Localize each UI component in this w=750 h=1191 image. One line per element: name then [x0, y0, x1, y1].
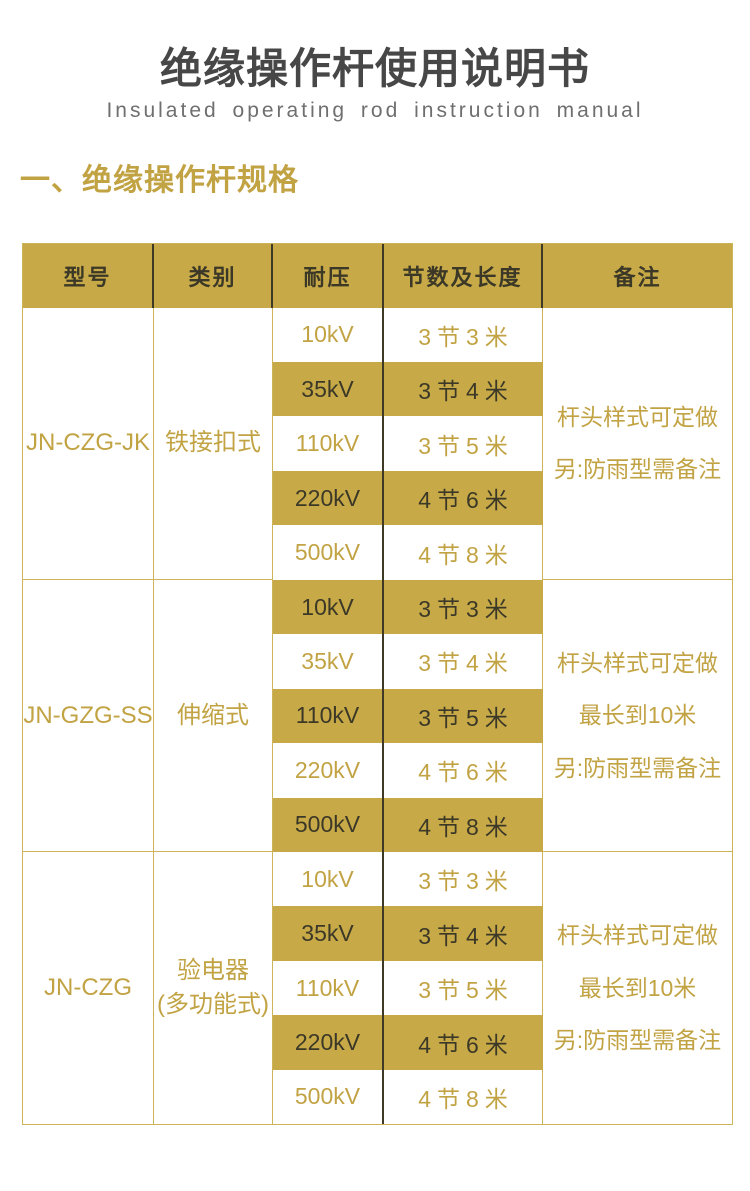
page-title: 绝缘操作杆使用说明书: [159, 45, 590, 92]
header-cell-model: 型号: [23, 243, 154, 308]
remark-line: 最长到10米: [578, 974, 697, 1001]
voltage-cell: 500kV: [273, 1069, 384, 1125]
length-cell: 4节6米: [384, 470, 543, 526]
remark-cell: 杆头样式可定做 另:防雨型需备注: [543, 307, 732, 580]
remark-line: 另:防雨型需备注: [553, 456, 722, 483]
length-cell: 3节4米: [384, 906, 543, 961]
category-line: 伸缩式: [177, 701, 249, 729]
voltage-cell: 220kV: [273, 470, 384, 526]
length-cell: 3节3米: [384, 579, 543, 635]
remark-cell: 杆头样式可定做 最长到10米 另:防雨型需备注: [543, 579, 732, 852]
length-cell: 4节8米: [384, 797, 543, 852]
voltage-cell: 35kV: [273, 362, 384, 417]
remark-line: 杆头样式可定做: [557, 922, 718, 949]
remark-cell: 杆头样式可定做 最长到10米 另:防雨型需备注: [543, 851, 732, 1125]
length-cell: 3节5米: [384, 416, 543, 471]
length-cell: 4节6米: [384, 1015, 543, 1070]
category-cell: 伸缩式: [154, 579, 273, 852]
length-cell: 4节8米: [384, 1069, 543, 1125]
voltage-cell: 10kV: [273, 579, 384, 635]
remark-line: 杆头样式可定做: [557, 649, 718, 676]
voltage-cell: 110kV: [273, 960, 384, 1016]
voltage-cell: 35kV: [273, 906, 384, 961]
header-cell-voltage: 耐压: [273, 243, 384, 308]
category-line: (多功能式): [157, 991, 269, 1019]
spec-table: 型号 类别 耐压 节数及长度 备注 JN-CZG-JK 铁接扣式 10kV 3节3米杆…: [22, 242, 733, 1126]
voltage-cell: 35kV: [273, 634, 384, 689]
length-cell: 3节3米: [384, 851, 543, 907]
model-cell: JN-CZG: [23, 851, 154, 1125]
voltage-cell: 220kV: [273, 1015, 384, 1070]
voltage-cell: 10kV: [273, 307, 384, 363]
length-cell: 4节6米: [384, 743, 543, 798]
length-cell: 3节3米: [384, 307, 543, 363]
remark-line: 另:防雨型需备注: [553, 754, 722, 781]
remark-line: 另:防雨型需备注: [553, 1027, 722, 1054]
section-heading: 一、绝缘操作杆规格: [20, 163, 299, 197]
length-cell: 3节4米: [384, 634, 543, 689]
voltage-cell: 500kV: [273, 525, 384, 580]
voltage-cell: 110kV: [273, 416, 384, 471]
length-cell: 3节4米: [384, 362, 543, 417]
length-cell: 3节5米: [384, 960, 543, 1016]
model-cell: JN-CZG-JK: [23, 307, 154, 580]
page-subtitle: Insulated operating rod instruction manu…: [106, 98, 644, 122]
header-cell-remark: 备注: [543, 243, 732, 308]
header-cell-sections-length: 节数及长度: [384, 243, 543, 308]
remark-line: 最长到10米: [578, 702, 697, 729]
voltage-cell: 220kV: [273, 743, 384, 798]
category-cell: 验电器 (多功能式): [154, 851, 273, 1125]
voltage-cell: 10kV: [273, 851, 384, 907]
category-cell: 铁接扣式: [154, 307, 273, 580]
category-line: 验电器: [177, 957, 249, 985]
voltage-cell: 500kV: [273, 797, 384, 852]
length-cell: 3节5米: [384, 688, 543, 744]
length-cell: 4节8米: [384, 525, 543, 580]
header-cell-category: 类别: [154, 243, 273, 308]
remark-line: 杆头样式可定做: [557, 403, 718, 430]
category-line: 铁接扣式: [165, 429, 261, 457]
voltage-cell: 110kV: [273, 688, 384, 744]
model-cell: JN-GZG-SS: [23, 579, 154, 852]
